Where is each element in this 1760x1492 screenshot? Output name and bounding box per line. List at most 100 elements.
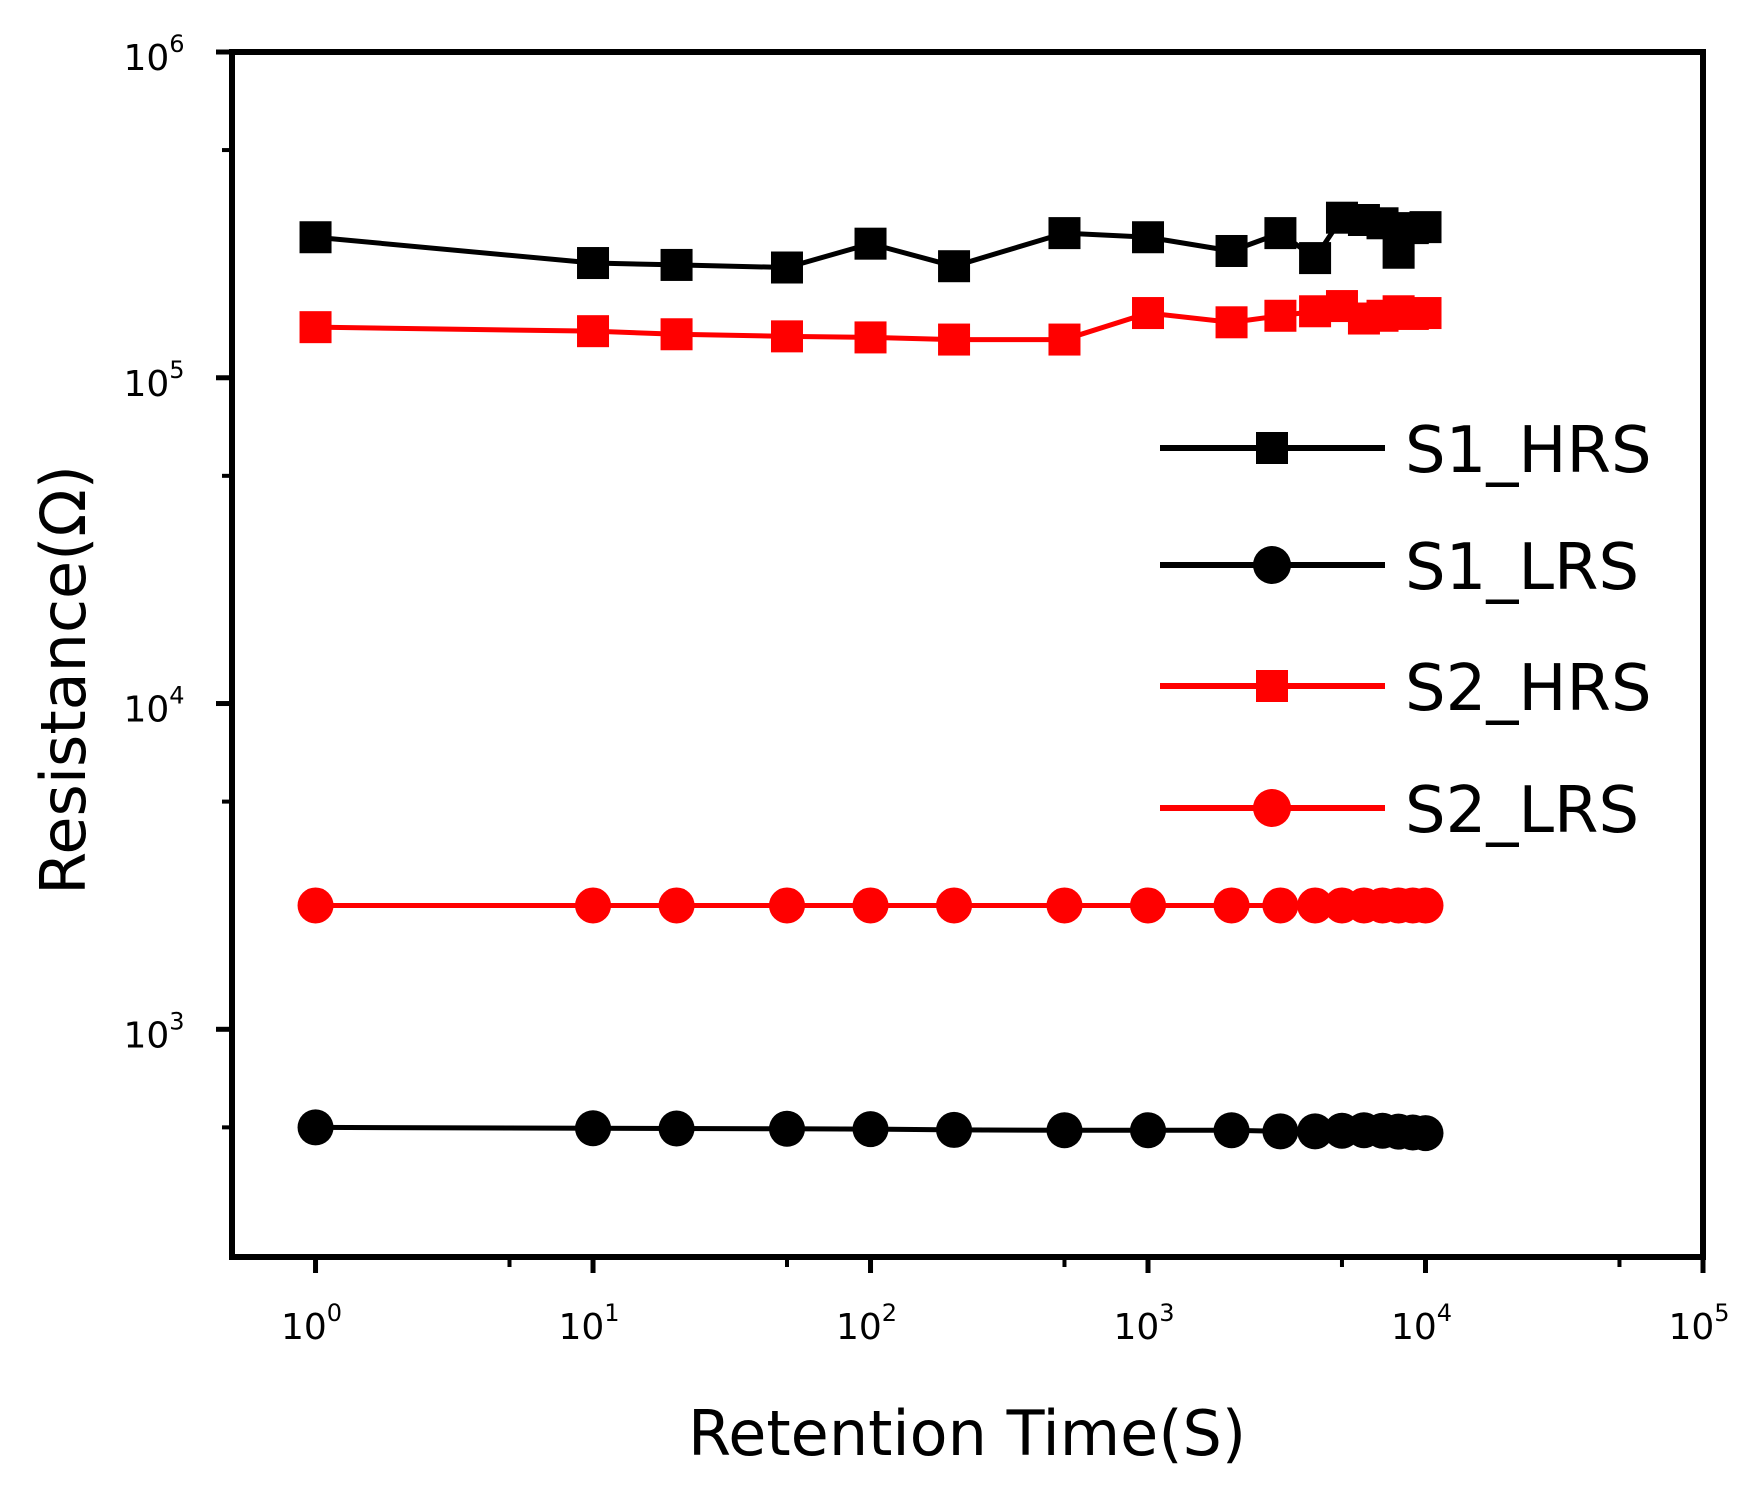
plot-frame: [229, 49, 1706, 1260]
square-marker: [577, 315, 610, 348]
legend-item: S2_LRS: [1160, 774, 1639, 848]
square-marker: [1299, 295, 1332, 328]
y-tick-exponent: 3: [169, 1007, 184, 1035]
square-marker: [854, 321, 887, 354]
circle-marker: [658, 1110, 695, 1147]
square-marker: [1366, 207, 1399, 240]
y-axis-title: Resistance(Ω): [27, 465, 100, 895]
x-tick-label: 104: [1391, 1299, 1452, 1348]
x-tick-base: 10: [281, 1307, 327, 1348]
legend-item: S2_HRS: [1160, 652, 1652, 726]
circle-marker: [768, 887, 805, 924]
x-tick-exponent: 1: [604, 1299, 619, 1327]
square-marker: [299, 311, 332, 344]
square-marker: [1215, 306, 1248, 339]
circle-marker: [297, 887, 334, 924]
square-marker: [770, 320, 803, 353]
x-tick-exponent: 3: [1159, 1299, 1174, 1327]
square-marker: [660, 248, 693, 281]
square-marker: [1132, 221, 1165, 254]
circle-marker: [936, 1111, 973, 1148]
square-marker: [660, 318, 693, 351]
legend-label: S2_HRS: [1405, 652, 1652, 726]
x-tick-base: 10: [1391, 1307, 1437, 1348]
legend-item: S1_LRS: [1160, 531, 1639, 605]
series-s1-lrs: [297, 1109, 1444, 1152]
square-marker: [770, 251, 803, 284]
x-tick-label: 102: [836, 1299, 897, 1348]
x-tick-label: 100: [281, 1299, 342, 1348]
circle-marker: [1407, 1115, 1444, 1152]
axis-ticks: [216, 49, 1706, 1273]
circle-marker: [297, 1109, 334, 1146]
y-tick-base: 10: [123, 38, 169, 79]
circle-marker: [768, 1110, 805, 1147]
legend-marker: [1256, 670, 1288, 702]
circle-marker: [1046, 887, 1083, 924]
legend-marker: [1253, 789, 1291, 827]
circle-marker: [1262, 1113, 1299, 1150]
legend-item: S1_HRS: [1160, 414, 1652, 488]
y-tick-label: 105: [123, 356, 184, 405]
x-tick-base: 10: [558, 1307, 604, 1348]
legend-marker: [1253, 546, 1291, 584]
x-tick-base: 10: [1113, 1307, 1159, 1348]
square-marker: [1409, 211, 1442, 244]
square-marker: [1132, 297, 1165, 330]
legend-marker: [1256, 432, 1288, 464]
y-tick-label: 106: [123, 30, 184, 79]
circle-marker: [1130, 1112, 1167, 1149]
circle-marker: [1213, 1112, 1250, 1149]
x-tick-labels: 100 101 102 103 104 105: [281, 1299, 1730, 1348]
square-marker: [938, 323, 971, 356]
x-tick-exponent: 0: [327, 1299, 342, 1327]
y-tick-base: 10: [123, 364, 169, 405]
circle-marker: [1297, 1113, 1334, 1150]
circle-marker: [575, 1110, 612, 1147]
series-s2-hrs: [299, 290, 1442, 356]
square-marker: [299, 221, 332, 254]
legend: S1_HRS S1_LRS S2_HRS S2_LRS: [1160, 414, 1652, 848]
circle-marker: [1130, 887, 1167, 924]
x-tick-base: 10: [836, 1307, 882, 1348]
x-tick-label: 103: [1113, 1299, 1174, 1348]
y-tick-base: 10: [123, 690, 169, 731]
square-marker: [577, 247, 610, 280]
square-marker: [1215, 234, 1248, 267]
circle-marker: [852, 1111, 889, 1148]
circle-marker: [1407, 887, 1444, 924]
series-s1-hrs: [299, 201, 1442, 284]
square-marker: [938, 250, 971, 283]
y-tick-label: 103: [123, 1007, 184, 1056]
circle-marker: [1262, 887, 1299, 924]
square-marker: [1264, 299, 1297, 332]
circle-marker: [936, 887, 973, 924]
x-tick-exponent: 2: [882, 1299, 897, 1327]
y-tick-exponent: 6: [169, 30, 184, 58]
y-tick-label: 104: [123, 682, 184, 731]
square-marker: [1048, 217, 1081, 250]
circle-marker: [852, 887, 889, 924]
x-tick-label: 105: [1668, 1299, 1729, 1348]
circle-marker: [1046, 1112, 1083, 1149]
x-tick-label: 101: [558, 1299, 619, 1348]
square-marker: [854, 227, 887, 260]
square-marker: [1048, 323, 1081, 356]
y-tick-exponent: 4: [169, 682, 184, 710]
square-marker: [1409, 297, 1442, 330]
legend-label: S2_LRS: [1405, 774, 1639, 848]
series-s2-lrs: [297, 887, 1444, 924]
x-axis-title: Retention Time(S): [688, 1397, 1246, 1470]
circle-marker: [658, 887, 695, 924]
legend-label: S1_LRS: [1405, 531, 1639, 605]
y-tick-exponent: 5: [169, 356, 184, 384]
x-tick-exponent: 4: [1437, 1299, 1452, 1327]
x-tick-base: 10: [1668, 1307, 1714, 1348]
square-marker: [1299, 242, 1332, 275]
legend-label: S1_HRS: [1405, 414, 1652, 488]
x-tick-exponent: 5: [1714, 1299, 1729, 1327]
y-tick-base: 10: [123, 1015, 169, 1056]
square-marker: [1264, 217, 1297, 250]
